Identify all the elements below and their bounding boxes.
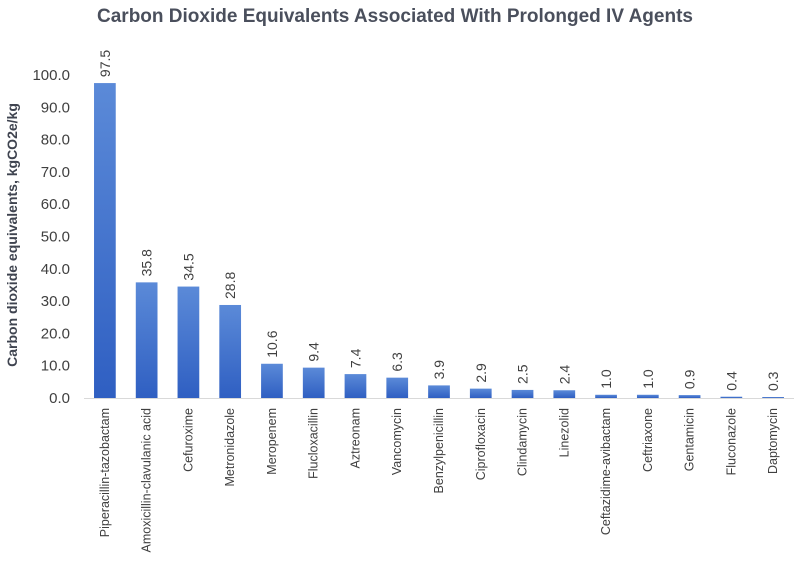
bar-daptomycin — [762, 397, 784, 398]
bar-metronidazole — [219, 304, 242, 398]
data-label: 7.4 — [347, 348, 363, 368]
x-tick-label: Aztreonam — [348, 408, 362, 468]
x-tick-label: Metronidazole — [223, 408, 237, 487]
x-tick-label: Clindamycin — [516, 408, 530, 476]
bar-aztreonam — [344, 374, 367, 398]
y-tick-label: 20.0 — [41, 325, 70, 342]
data-label: 2.4 — [556, 365, 572, 385]
x-tick-label: Meropenem — [265, 408, 279, 475]
y-tick-label: 30.0 — [41, 293, 70, 310]
bar-linezolid — [553, 390, 576, 398]
x-tick-label: Vancomycin — [390, 408, 404, 475]
data-label: 34.5 — [180, 253, 196, 280]
chart-title: Carbon Dioxide Equivalents Associated Wi… — [97, 6, 693, 27]
bar-meropenem — [261, 363, 283, 398]
bar-flucloxacillin — [302, 367, 325, 398]
data-label: 0.4 — [723, 371, 739, 391]
y-tick-label: 70.0 — [41, 164, 70, 181]
data-label: 9.4 — [306, 342, 322, 362]
bar-cefuroxime — [177, 286, 200, 398]
x-tick-label: Daptomycin — [766, 408, 780, 474]
data-label: 2.9 — [473, 363, 489, 383]
data-label: 0.9 — [682, 369, 698, 389]
data-label: 35.8 — [139, 249, 155, 276]
bar-vancomycin — [386, 377, 409, 398]
bar-clindamycin — [511, 389, 534, 398]
y-tick-label: 50.0 — [41, 229, 70, 246]
bar-ceftazidime-avibactam — [595, 394, 617, 398]
x-tick-label: Flucloxacillin — [307, 408, 321, 479]
y-axis-ticks: 0.0 10.0 20.0 30.0 40.0 50.0 60.0 70.0 80.0 90.0 1… — [32, 67, 70, 407]
bar-fluconazole — [720, 396, 743, 398]
bar-amoxicillin-clavulanic-acid — [135, 282, 158, 398]
y-axis-label: Carbon dioxide equivalents, kgCO2e/kg — [4, 103, 20, 367]
data-label: 2.5 — [515, 364, 531, 384]
data-label: 6.3 — [389, 352, 405, 372]
x-tick-label: Ciprofloxacin — [474, 408, 488, 480]
x-tick-label: Cefuroxime — [181, 408, 195, 472]
y-tick-label: 0.0 — [49, 390, 70, 407]
x-tick-label: Linezolid — [557, 408, 571, 457]
data-labels: 97.5 35.8 34.5 28.8 10.6 9.4 7.4 6.3 3.9 2.9 2.5 2.… — [97, 50, 781, 391]
bar-piperacillin-tazobactam — [94, 83, 116, 398]
bars — [94, 83, 784, 398]
data-label: 10.6 — [264, 330, 280, 357]
x-tick-label: Piperacillin-tazobactam — [98, 408, 112, 537]
bar-gentamicin — [678, 395, 701, 398]
y-tick-label: 80.0 — [41, 132, 70, 149]
data-label: 1.0 — [598, 369, 614, 389]
y-tick-label: 100.0 — [32, 67, 70, 84]
y-tick-label: 90.0 — [41, 99, 70, 116]
x-tick-label: Amoxicillin-clavulanic acid — [140, 408, 154, 553]
data-label: 3.9 — [431, 360, 447, 380]
data-label: 0.3 — [765, 371, 781, 391]
y-tick-label: 10.0 — [41, 358, 70, 375]
x-tick-label: Benzylpenicillin — [432, 408, 446, 494]
bar-benzylpenicillin — [428, 385, 450, 398]
x-tick-label: Ceftriaxone — [641, 408, 655, 472]
x-tick-label: Fluconazole — [724, 408, 738, 475]
x-axis-ticks: Piperacillin-tazobactam Amoxicillin-clavu… — [98, 408, 780, 553]
x-tick-label: Gentamicin — [683, 408, 697, 471]
data-label: 28.8 — [222, 272, 238, 299]
data-label: 97.5 — [97, 50, 113, 77]
y-tick-label: 60.0 — [41, 196, 70, 213]
x-tick-label: Ceftazidime-avibactam — [599, 408, 613, 535]
y-tick-label: 40.0 — [41, 261, 70, 278]
bar-ciprofloxacin — [469, 388, 492, 398]
bar-ceftriaxone — [636, 394, 659, 398]
data-label: 1.0 — [640, 369, 656, 389]
